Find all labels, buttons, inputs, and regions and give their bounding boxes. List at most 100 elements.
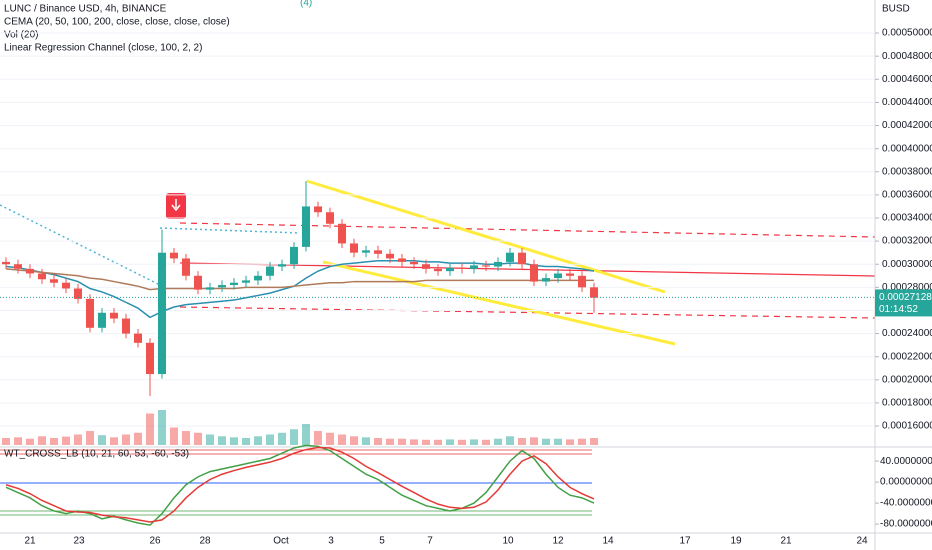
volume-bar	[350, 436, 358, 445]
candle-body	[506, 252, 514, 262]
volume-bar	[590, 438, 598, 445]
y-tick-label: 0.00042000	[882, 120, 932, 131]
x-tick-label: 21	[24, 536, 36, 547]
volume-bar	[398, 438, 406, 445]
y-tick-label: 0.00018000	[882, 398, 932, 409]
signal-arrow	[171, 199, 181, 212]
oscillator-line	[5, 444, 595, 526]
volume-bar	[146, 413, 154, 445]
volume-bar	[362, 437, 370, 445]
candle-body	[410, 261, 418, 265]
annotation: (4)	[300, 0, 312, 9]
candle-body	[494, 261, 502, 267]
x-tick-label: 17	[679, 536, 691, 547]
y-tick-label: 0.00040000	[882, 143, 932, 154]
candle-body	[374, 250, 382, 254]
volume-bar	[434, 439, 442, 445]
volume-bar	[290, 429, 298, 445]
candle-body	[314, 206, 322, 213]
currency-label: BUSD	[882, 4, 910, 15]
candle-body	[74, 288, 82, 299]
candle-body	[50, 279, 58, 283]
candle-body	[278, 264, 286, 267]
volume-bar	[578, 438, 586, 445]
volume-bar	[326, 432, 334, 445]
candle-body	[98, 312, 106, 328]
candle-body	[158, 252, 166, 375]
volume-bar	[554, 438, 562, 445]
candle-body	[530, 264, 538, 282]
candle-body	[350, 243, 358, 253]
candle-body	[146, 342, 154, 375]
volume-bar	[194, 432, 202, 445]
y-tick-label: 0.00020000	[882, 374, 932, 385]
candle-body	[266, 266, 274, 276]
dashed-level	[179, 222, 876, 238]
y-tick-label: 0.00046000	[882, 74, 932, 85]
volume-bar	[86, 431, 94, 445]
last-price-box	[875, 289, 932, 317]
chart-title: LUNC / Binance USD, 4h, BINANCE	[4, 4, 167, 15]
volume-bar	[206, 434, 214, 445]
x-tick-label: 24	[856, 536, 868, 547]
volume-bar	[50, 438, 58, 445]
candle-body	[470, 265, 478, 269]
candle-body	[518, 252, 526, 265]
x-tick-label: 14	[602, 536, 614, 547]
candle-body	[218, 285, 226, 288]
candle-body	[26, 268, 34, 274]
volume-bar	[98, 435, 106, 445]
volume-bar	[422, 439, 430, 445]
x-tick-label: 3	[328, 536, 334, 547]
y-tick-label: 0.00000000	[880, 477, 932, 488]
x-tick-label: 23	[73, 536, 85, 547]
x-tick-label: 7	[427, 536, 433, 547]
volume-bar	[38, 436, 46, 445]
volume-bar	[122, 434, 130, 445]
candle-body	[182, 258, 190, 276]
volume-bar	[2, 438, 10, 445]
volume-bar	[254, 436, 262, 445]
volume-bar	[182, 431, 190, 445]
trend-line	[159, 227, 301, 234]
last-price-label: 0.00027128	[879, 292, 932, 303]
volume-bar	[494, 438, 502, 445]
volume-bar	[14, 437, 22, 445]
candle-body	[170, 252, 178, 259]
candle-body	[302, 206, 310, 247]
volume-bar	[518, 438, 526, 445]
volume-bar	[62, 436, 70, 445]
x-tick-label: 26	[149, 536, 161, 547]
candle-body	[458, 267, 466, 269]
candle-body	[38, 273, 46, 280]
dashed-level	[179, 306, 876, 319]
y-tick-label: 0.00038000	[882, 166, 932, 177]
volume-bar	[158, 410, 166, 445]
candle-body	[230, 282, 238, 286]
y-tick-label: 0.00044000	[882, 97, 932, 108]
volume-bar	[506, 436, 514, 445]
indicator-legend: Linear Regression Channel (close, 100, 2…	[4, 43, 202, 54]
volume-bar	[314, 431, 322, 445]
candle-body	[578, 275, 586, 288]
x-tick-label: 21	[780, 536, 792, 547]
x-tick-label: 12	[552, 536, 564, 547]
y-tick-label: -40.00000000	[880, 498, 932, 509]
countdown: 01:14:52	[879, 304, 918, 315]
y-tick-label: 40.00000000	[880, 456, 932, 467]
y-tick-label: 0.00022000	[882, 351, 932, 362]
volume-bar	[266, 434, 274, 445]
y-tick-label: -80.00000000	[880, 519, 932, 530]
volume-bar	[374, 438, 382, 445]
oscillator-legend: WT_CROSS_LB (10, 21, 60, 53, -60, -53)	[4, 449, 189, 460]
moving-average	[5, 268, 594, 291]
regression-line	[179, 262, 876, 277]
candle-body	[254, 275, 262, 281]
candle-body	[446, 267, 454, 272]
y-tick-label: 0.00030000	[882, 259, 932, 270]
candle-body	[542, 278, 550, 282]
volume-bar	[134, 432, 142, 445]
volume-bar	[530, 437, 538, 445]
